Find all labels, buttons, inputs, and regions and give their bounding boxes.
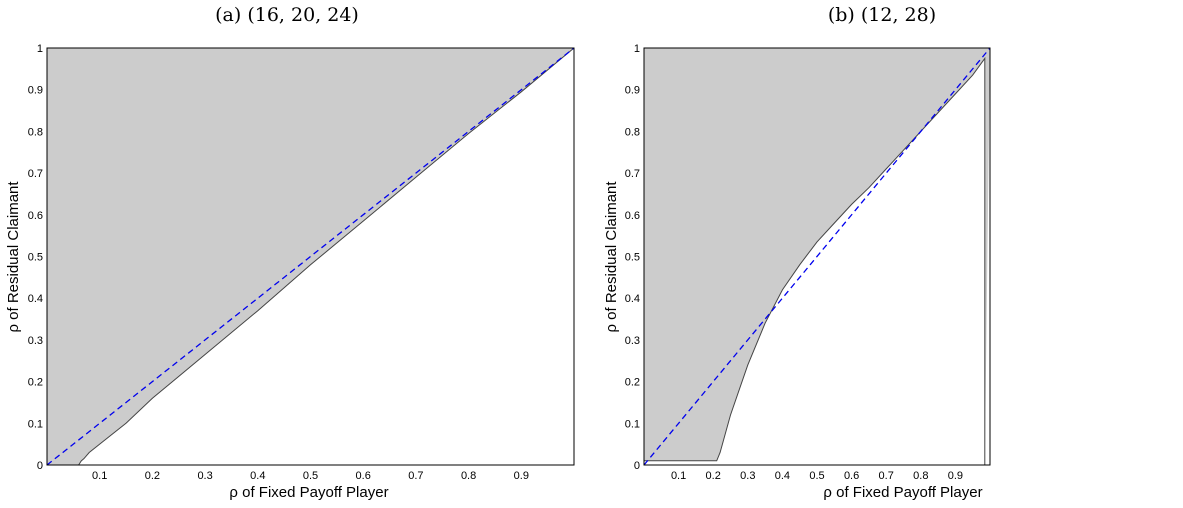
y-tick-label: 0 xyxy=(634,460,640,472)
y-tick-label: 0.7 xyxy=(28,168,43,180)
chart-title: (b) (12, 28) xyxy=(828,4,936,26)
x-tick-label: 0.8 xyxy=(913,470,928,482)
y-tick-label: 0.1 xyxy=(28,418,43,430)
y-tick-label: 0.4 xyxy=(28,293,43,305)
y-axis-label: ρ of Residual Claimant xyxy=(603,181,620,333)
y-tick-label: 0.4 xyxy=(625,293,640,305)
y-tick-label: 0.7 xyxy=(625,168,640,180)
y-tick-labels: 0 0.1 0.2 0.3 0.4 0.5 0.6 0.7 0.8 0.9 1 xyxy=(625,43,640,472)
x-tick-label: 0.5 xyxy=(809,470,824,482)
x-tick-label: 0.6 xyxy=(356,470,371,482)
y-tick-label: 0.2 xyxy=(625,377,640,389)
chart-panel-b: (b) (12, 28) 0.1 0.2 0.3 0.4 0.5 0.6 0.7 0.8 0.9… xyxy=(603,4,991,501)
region-boundary-line xyxy=(643,56,986,465)
x-tick-labels: 0.1 0.2 0.3 0.4 0.5 0.6 0.7 0.8 0.9 xyxy=(92,470,529,482)
chart-panel-a: (a) (16, 20, 24) 0.1 0.2 0.3 0.4 0.5 0.6 0.7 0.… xyxy=(5,4,575,501)
y-tick-label: 0.6 xyxy=(28,210,43,222)
x-tick-label: 0.7 xyxy=(408,470,423,482)
y-tick-label: 0.9 xyxy=(625,85,640,97)
y-tick-label: 0.3 xyxy=(28,335,43,347)
x-tick-label: 0.4 xyxy=(250,470,265,482)
x-tick-label: 0.3 xyxy=(197,470,212,482)
x-tick-label: 0.8 xyxy=(461,470,476,482)
y-tick-label: 0.5 xyxy=(28,252,43,264)
region-boundary-line xyxy=(47,47,575,466)
y-tick-labels: 0 0.1 0.2 0.3 0.4 0.5 0.6 0.7 0.8 0.9 1 xyxy=(28,43,43,472)
x-tick-label: 0.4 xyxy=(775,470,790,482)
y-tick-label: 0.1 xyxy=(625,418,640,430)
x-tick-label: 0.2 xyxy=(706,470,721,482)
chart-title: (a) (16, 20, 24) xyxy=(215,4,359,26)
x-tick-labels: 0.1 0.2 0.3 0.4 0.5 0.6 0.7 0.8 0.9 xyxy=(671,470,963,482)
plot-area xyxy=(643,47,991,466)
x-tick-label: 0.6 xyxy=(844,470,859,482)
x-tick-label: 0.9 xyxy=(948,470,963,482)
y-tick-label: 1 xyxy=(37,43,43,55)
y-tick-label: 0.8 xyxy=(625,126,640,138)
y-axis-label: ρ of Residual Claimant xyxy=(5,181,22,333)
diagonal-dashed-line xyxy=(46,47,575,466)
plot-frame xyxy=(643,47,991,466)
x-tick-label: 0.3 xyxy=(740,470,755,482)
y-tick-label: 0.3 xyxy=(625,335,640,347)
plot-area xyxy=(46,47,575,466)
y-tick-label: 1 xyxy=(634,43,640,55)
diagonal-dashed-line xyxy=(643,47,991,466)
y-tick-label: 0.5 xyxy=(625,252,640,264)
y-tick-label: 0.9 xyxy=(28,85,43,97)
x-tick-label: 0.1 xyxy=(92,470,107,482)
x-tick-label: 0.7 xyxy=(879,470,894,482)
x-tick-label: 0.1 xyxy=(671,470,686,482)
x-tick-label: 0.5 xyxy=(303,470,318,482)
y-tick-label: 0.6 xyxy=(625,210,640,222)
x-tick-label: 0.9 xyxy=(514,470,529,482)
x-axis-label: ρ of Fixed Payoff Player xyxy=(229,484,388,501)
x-axis-label: ρ of Fixed Payoff Player xyxy=(823,484,982,501)
plot-frame xyxy=(46,47,575,466)
y-tick-label: 0.2 xyxy=(28,377,43,389)
x-tick-label: 0.2 xyxy=(145,470,160,482)
y-tick-label: 0 xyxy=(37,460,43,472)
y-tick-label: 0.8 xyxy=(28,126,43,138)
